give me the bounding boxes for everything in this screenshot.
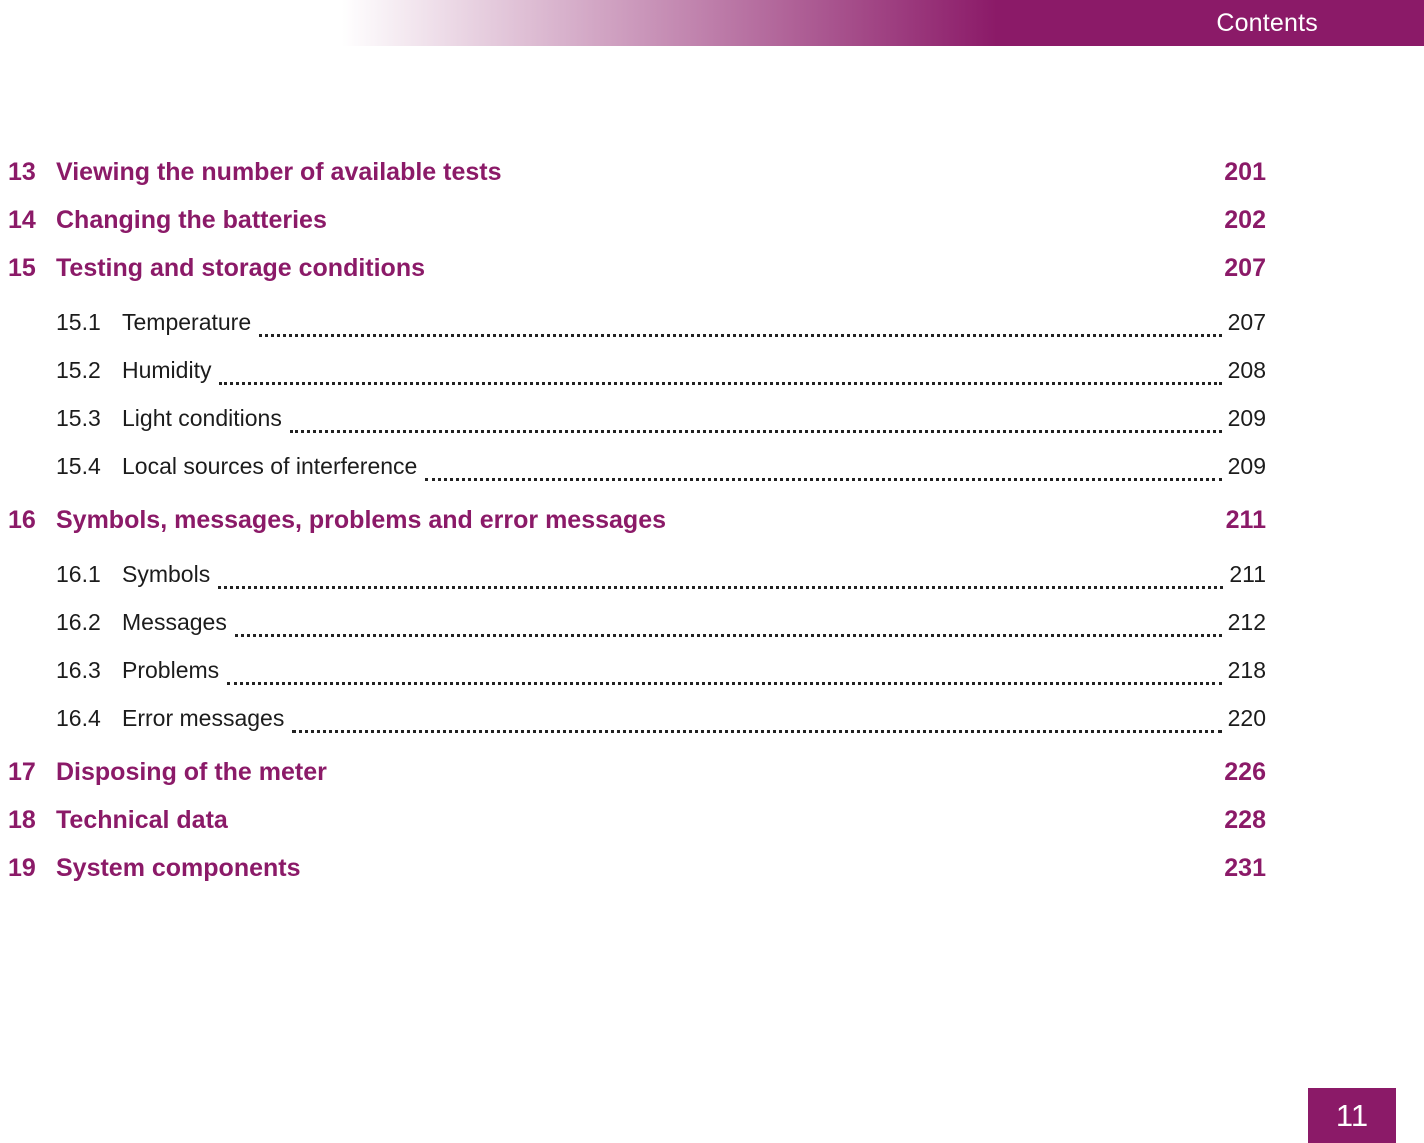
toc-entry-title: Humidity: [122, 357, 212, 383]
toc-entry-page: 212: [1227, 609, 1266, 635]
toc-entry-number: 15.2: [56, 357, 101, 383]
toc-entry-title: Light conditions: [122, 405, 282, 431]
toc-entry-title: Disposing of the meter: [56, 758, 327, 786]
toc-entry-title: Changing the batteries: [56, 206, 327, 234]
page-title: Contents: [1216, 8, 1318, 37]
toc-entry-number: 16.4: [56, 705, 101, 731]
toc-entry-page: 201: [1224, 158, 1266, 186]
toc-entry-number: 19: [8, 854, 36, 882]
toc-entry-number: 17: [8, 758, 36, 786]
footer-page-badge: 11: [1308, 1088, 1396, 1143]
toc-entry-page: 208: [1227, 357, 1266, 383]
toc-entry: 16.3 Problems 218: [8, 646, 1266, 694]
toc-entry-page: 207: [1227, 309, 1266, 335]
toc-entry: 15 Testing and storage conditions 207: [8, 250, 1266, 286]
toc-entry-number: 16.1: [56, 561, 101, 587]
toc-entry-number: 16.2: [56, 609, 101, 635]
toc-list: 13 Viewing the number of available tests…: [0, 142, 1424, 898]
dot-leader: [292, 730, 1222, 733]
toc-entry-number: 18: [8, 806, 36, 834]
toc-entry-title: Messages: [122, 609, 227, 635]
toc-entry-number: 13: [8, 158, 36, 186]
toc-entry-page: 226: [1224, 758, 1266, 786]
toc-entry-page: 211: [1229, 561, 1266, 587]
dot-leader: [227, 682, 1222, 685]
toc-entry: 17 Disposing of the meter 226: [8, 754, 1266, 790]
toc-entry: 15.4 Local sources of interference 209: [8, 442, 1266, 490]
dot-leader: [289, 430, 1222, 433]
toc-entry-page: 220: [1227, 705, 1266, 731]
toc-entry: 16 Symbols, messages, problems and error…: [8, 502, 1266, 538]
dot-leader: [218, 586, 1224, 589]
toc-entry-number: 16: [8, 506, 36, 534]
toc-entry-title: Testing and storage conditions: [56, 254, 426, 282]
toc-entry-number: 15: [8, 254, 36, 282]
toc-entry-title: Temperature: [122, 309, 252, 335]
toc-entry-title: Technical data: [56, 806, 228, 834]
toc-entry: 18 Technical data 228: [8, 802, 1266, 838]
toc-entry: 13 Viewing the number of available tests…: [8, 154, 1266, 190]
toc-entry-page: 231: [1224, 854, 1266, 882]
toc-entry-page: 211: [1225, 506, 1266, 534]
toc-entry-page: 209: [1227, 405, 1266, 431]
toc-entry-title: System components: [56, 854, 301, 882]
page-number: 11: [1335, 1097, 1369, 1133]
toc-entry-title: Symbols: [122, 561, 211, 587]
toc-entry-number: 15.4: [56, 453, 101, 479]
toc-entry-page: 202: [1224, 206, 1266, 234]
toc-entry-page: 209: [1227, 453, 1266, 479]
dot-leader: [234, 634, 1222, 637]
toc-entry-number: 15.1: [56, 309, 101, 335]
toc-entry-title: Viewing the number of available tests: [56, 158, 502, 186]
toc-entry: 15.1 Temperature 207: [8, 298, 1266, 346]
toc-entry: 16.4 Error messages 220: [8, 694, 1266, 742]
toc-entry-page: 207: [1224, 254, 1266, 282]
dot-leader: [219, 382, 1222, 385]
toc-entry: 15.3 Light conditions 209: [8, 394, 1266, 442]
toc-entry: 19 System components 231: [8, 850, 1266, 886]
toc-entry: 15.2 Humidity 208: [8, 346, 1266, 394]
toc-entry: 16.1 Symbols 211: [8, 550, 1266, 598]
toc-entry-number: 14: [8, 206, 36, 234]
toc-entry-page: 228: [1224, 806, 1266, 834]
toc-entry: 16.2 Messages 212: [8, 598, 1266, 646]
dot-leader: [425, 478, 1222, 481]
toc-entry: 14 Changing the batteries 202: [8, 202, 1266, 238]
toc-entry-title: Local sources of interference: [122, 453, 418, 479]
toc-entry-title: Error messages: [122, 705, 285, 731]
dot-leader: [259, 334, 1222, 337]
toc-entry-number: 15.3: [56, 405, 101, 431]
toc-entry-page: 218: [1227, 657, 1266, 683]
toc-entry-title: Problems: [122, 657, 220, 683]
header-bar: Contents: [0, 0, 1424, 46]
toc-entry-title: Symbols, messages, problems and error me…: [56, 506, 666, 534]
toc-entry-number: 16.3: [56, 657, 101, 683]
